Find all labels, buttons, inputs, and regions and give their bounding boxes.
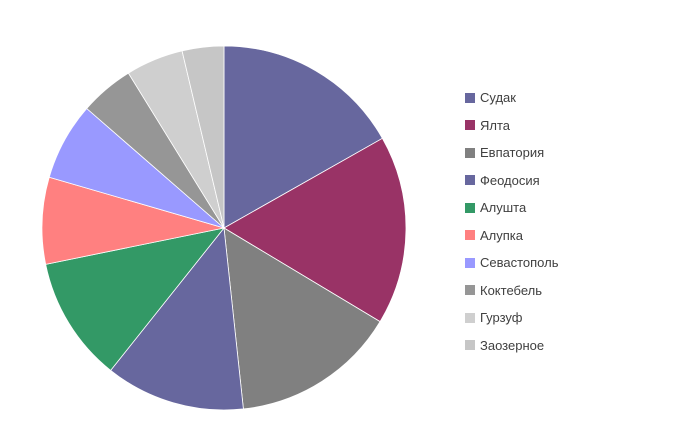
legend-item[interactable]: Ялта <box>465 112 559 140</box>
legend-label: Феодосия <box>480 172 540 188</box>
pie-slice-5[interactable] <box>45 227 225 371</box>
legend-label: Севастополь <box>480 255 559 271</box>
legend-item[interactable]: Заозерное <box>465 332 559 360</box>
legend-label: Алушта <box>480 200 527 216</box>
legend-item[interactable]: Севастополь <box>465 249 559 277</box>
legend-swatch <box>465 312 475 323</box>
pie-slice-10[interactable] <box>181 45 225 229</box>
legend-swatch <box>465 230 475 241</box>
legend-label: Коктебель <box>480 282 542 298</box>
legend-label: Алупка <box>480 227 523 243</box>
legend-item[interactable]: Феодосия <box>465 167 559 195</box>
legend-swatch <box>465 147 475 158</box>
legend-label: Судак <box>480 90 516 106</box>
legend-item[interactable]: Гурзуф <box>465 304 559 332</box>
legend-swatch <box>465 285 475 296</box>
pie-slice-4[interactable] <box>110 227 244 411</box>
legend-label: Заозерное <box>480 337 545 353</box>
legend-item[interactable]: Коктебель <box>465 277 559 305</box>
legend-item[interactable]: Евпатория <box>465 139 559 167</box>
legend-swatch <box>465 257 475 268</box>
pie-slice-3[interactable] <box>223 227 381 410</box>
legend-swatch <box>465 202 475 213</box>
legend: Судак Ялта Евпатория Феодосия Алушта Алупка Се… <box>465 84 559 359</box>
legend-swatch <box>465 92 475 103</box>
legend-label: Гурзуф <box>480 310 523 326</box>
pie-slice-1[interactable] <box>223 45 383 229</box>
legend-item[interactable]: Судак <box>465 84 559 112</box>
legend-swatch <box>465 340 475 351</box>
legend-label: Ялта <box>480 117 511 133</box>
legend-item[interactable]: Алушта <box>465 194 559 222</box>
legend-item[interactable]: Алупка <box>465 222 559 250</box>
pie-slice-2[interactable] <box>223 137 407 323</box>
legend-label: Евпатория <box>480 145 545 161</box>
legend-swatch <box>465 120 475 131</box>
legend-swatch <box>465 175 475 186</box>
